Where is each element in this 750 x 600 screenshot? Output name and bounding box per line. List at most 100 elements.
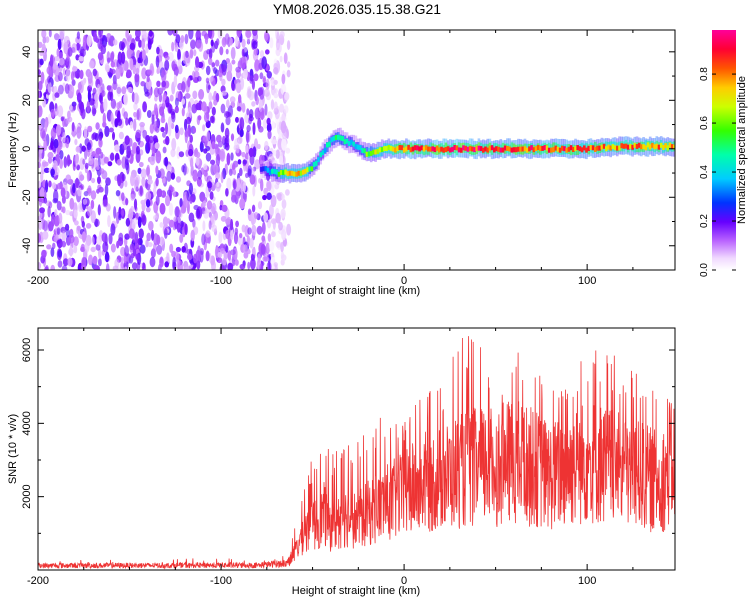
noise-cell <box>198 89 205 100</box>
noise-cell <box>181 81 186 93</box>
noise-cell <box>45 179 49 193</box>
ridge-cell <box>587 145 590 151</box>
noise-cell <box>148 30 153 37</box>
noise-cell <box>159 106 165 117</box>
noise-cell <box>279 55 283 63</box>
ridge-cell <box>646 142 650 148</box>
ridge-cell <box>561 145 564 151</box>
noise-cell <box>53 60 58 70</box>
noise-cell <box>82 35 87 48</box>
noise-cell <box>192 127 197 134</box>
noise-cell <box>97 204 101 216</box>
noise-cell <box>211 106 216 116</box>
noise-cell <box>226 152 231 166</box>
noise-cell <box>270 99 275 110</box>
noise-cell <box>58 212 63 224</box>
noise-cell <box>124 135 130 146</box>
noise-cell <box>263 187 268 195</box>
noise-cell <box>156 80 161 88</box>
ridge-cell <box>657 144 661 150</box>
noise-cell <box>181 246 186 253</box>
noise-cell <box>253 73 259 82</box>
noise-cell <box>225 229 230 240</box>
noise-cell <box>110 68 116 75</box>
noise-cell <box>208 220 212 230</box>
noise-cell <box>202 220 206 232</box>
ridge-cell <box>446 146 450 152</box>
noise-cell <box>50 127 57 140</box>
noise-cell <box>267 233 272 242</box>
noise-cell <box>125 198 129 206</box>
noise-cell <box>178 151 185 158</box>
noise-cell <box>48 30 52 38</box>
noise-cell <box>94 218 99 228</box>
noise-cell <box>177 48 181 62</box>
noise-cell <box>104 251 110 263</box>
noise-cell <box>41 30 47 39</box>
noise-cell <box>229 37 233 46</box>
noise-cell <box>97 38 102 50</box>
noise-cell <box>128 228 135 239</box>
noise-cell <box>280 208 286 219</box>
noise-cell <box>57 260 63 268</box>
noise-cell <box>154 142 160 150</box>
ridge-cell <box>398 145 402 150</box>
x-tick-label: 100 <box>578 575 596 587</box>
ridge-cell <box>574 145 577 151</box>
noise-cell <box>251 247 256 255</box>
noise-cell <box>148 135 154 144</box>
noise-cell <box>191 70 196 81</box>
noise-cell <box>54 56 60 62</box>
noise-cell <box>120 209 124 217</box>
noise-cell <box>197 169 203 180</box>
noise-cell <box>241 38 246 48</box>
noise-cell <box>251 101 256 107</box>
noise-cell <box>243 251 249 259</box>
noise-cell <box>46 66 52 75</box>
noise-cell <box>230 47 236 60</box>
noise-cell <box>219 46 224 56</box>
noise-cell <box>86 100 91 113</box>
noise-cell <box>129 42 136 51</box>
ridge-cell <box>345 138 349 144</box>
noise-cell <box>208 48 213 60</box>
noise-cell <box>192 90 198 100</box>
noise-cell <box>83 191 89 197</box>
noise-cell <box>128 208 134 220</box>
ridge-cell <box>659 142 663 148</box>
noise-cell <box>208 101 213 110</box>
noise-cell <box>259 72 264 80</box>
ridge-cell <box>477 145 481 151</box>
noise-cell <box>105 177 111 186</box>
noise-cell <box>159 236 165 246</box>
noise-cell <box>225 188 229 197</box>
noise-cell <box>123 111 128 120</box>
noise-cell <box>219 265 225 270</box>
noise-cell <box>257 143 261 150</box>
noise-cell <box>61 231 66 243</box>
ridge-cell <box>576 145 579 151</box>
ridge-cell <box>282 170 285 176</box>
noise-cell <box>170 148 176 158</box>
noise-cell <box>263 212 269 223</box>
ridge-cell <box>596 145 599 151</box>
ridge-cell <box>337 134 340 140</box>
ridge-cell <box>339 135 342 141</box>
noise-cell <box>110 152 115 161</box>
noise-cell <box>114 118 119 128</box>
noise-cell <box>281 113 286 123</box>
noise-cell <box>276 31 280 44</box>
noise-cell <box>286 69 291 78</box>
noise-cell <box>164 261 169 268</box>
noise-cell <box>249 109 254 119</box>
noise-cell <box>275 240 282 248</box>
ridge-cell <box>585 147 588 153</box>
noise-cell <box>159 168 165 179</box>
noise-cell <box>94 99 98 109</box>
noise-cell <box>261 56 268 70</box>
noise-cell <box>87 125 93 133</box>
ridge-cell <box>363 148 366 154</box>
noise-cell <box>124 266 128 270</box>
noise-cell <box>48 113 52 125</box>
